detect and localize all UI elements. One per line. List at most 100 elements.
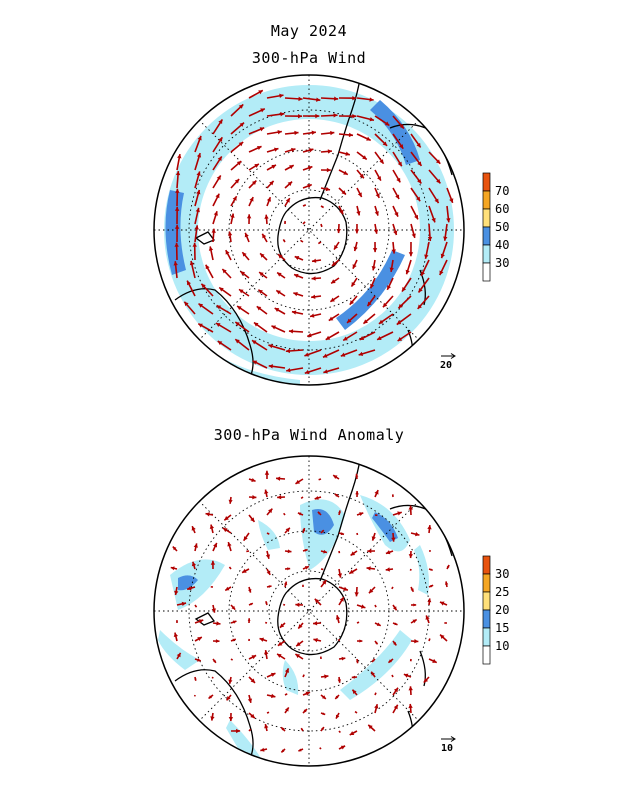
wind-vector (261, 233, 268, 243)
wind-vector (294, 255, 304, 261)
wind-vector (174, 206, 180, 225)
anomaly-vector (266, 568, 271, 576)
anomaly-vector (351, 689, 358, 696)
anomaly-vector (428, 568, 433, 571)
anomaly-vector (284, 707, 290, 714)
wind-vector (302, 165, 313, 171)
anomaly-vector (320, 529, 325, 534)
wind-vector (391, 241, 396, 254)
anomaly-map-border (153, 455, 465, 767)
anomaly-vector (191, 525, 196, 534)
wind-map (153, 74, 465, 386)
anomaly-vector (205, 512, 214, 517)
wind-vector (371, 259, 376, 271)
anomaly-vector (356, 639, 363, 643)
anomaly-vector (247, 618, 251, 624)
anomaly-map (153, 455, 465, 767)
anomaly-vector (212, 621, 221, 626)
anomaly-vector (264, 470, 270, 480)
wind-colorbar-swatch (482, 208, 491, 228)
wind-vector (397, 295, 412, 309)
anomaly-vector (410, 603, 417, 607)
anomaly-vector (265, 600, 268, 606)
wind-map-border (153, 74, 465, 386)
wind-vector (284, 147, 296, 153)
anomaly-vector (334, 493, 340, 498)
wind-vector (266, 129, 282, 135)
wind-vector (176, 153, 182, 171)
anomaly-vector (351, 675, 358, 679)
wind-vector (304, 367, 322, 375)
wind-colorbar-label: 40 (495, 238, 509, 252)
anomaly-vector (248, 602, 254, 606)
anomaly-vector (248, 654, 257, 660)
wind-vector (417, 277, 430, 293)
anomaly-vector (276, 653, 286, 660)
wind-vector (284, 164, 295, 171)
wind-reference-label: 20 (440, 360, 452, 371)
anomaly-vector (410, 531, 420, 537)
wind-vector (329, 295, 340, 303)
anomaly-vector (248, 586, 252, 593)
anomaly-colorbar-swatch (482, 591, 491, 611)
anomaly-vector (246, 550, 250, 553)
wind-vector (284, 197, 291, 207)
anomaly-vector (408, 686, 413, 696)
wind-colorbar-swatch (482, 190, 491, 210)
anomaly-vector (391, 586, 394, 590)
anomaly-vector (230, 658, 234, 661)
anomaly-vector (284, 668, 290, 678)
wind-vector (258, 271, 268, 279)
wind-vector (405, 259, 412, 275)
wind-vector (240, 270, 250, 279)
anomaly-vector (302, 527, 306, 534)
wind-vector (271, 325, 286, 333)
wind-vector (424, 241, 430, 259)
wind-vector (285, 348, 304, 354)
wind-vector (212, 136, 223, 153)
anomaly-vector (284, 567, 291, 571)
anomaly-vector (338, 745, 346, 750)
wind-vector (241, 251, 250, 261)
wind-vector (356, 169, 365, 179)
anomaly-vector (279, 622, 286, 629)
wind-vector (300, 239, 304, 243)
anomaly-vector (356, 604, 366, 609)
anomaly-vector (248, 638, 250, 642)
wind-vector (323, 367, 340, 374)
wind-vector (234, 321, 250, 333)
anomaly-vector (300, 496, 304, 499)
anomaly-vector (335, 712, 340, 720)
anomaly-colorbar-label: 25 (495, 585, 509, 599)
anomaly-vector (284, 549, 292, 554)
anomaly-reference-label: 10 (441, 743, 453, 754)
anomaly-vector (276, 476, 286, 481)
anomaly-vector (335, 615, 341, 624)
anomaly-vector (176, 601, 187, 607)
anomaly-vector (392, 687, 399, 696)
wind-vector (320, 130, 335, 136)
wind-vector (175, 170, 181, 189)
anomaly-vector (320, 674, 329, 679)
wind-vector (282, 239, 286, 243)
wind-vector (234, 338, 250, 351)
anomaly-vector (408, 550, 413, 559)
anomaly-vector (374, 640, 379, 645)
wind-vector (320, 167, 331, 173)
anomaly-vector (193, 694, 196, 697)
anomaly-vector (349, 730, 358, 736)
wind-vector (293, 292, 304, 297)
wind-vector (392, 223, 398, 236)
anomaly-vector (374, 604, 377, 608)
wind-vector (227, 231, 233, 243)
wind-vector (246, 214, 252, 225)
anomaly-vector (312, 621, 322, 626)
wind-vector (396, 313, 412, 326)
anomaly-vector (295, 640, 304, 647)
map-title-month: May 2024 (270, 22, 348, 40)
wind-vector (266, 147, 279, 153)
wind-vector (340, 349, 358, 357)
wind-vector (252, 360, 268, 369)
anomaly-vector (264, 723, 269, 732)
wind-vector (212, 211, 218, 225)
